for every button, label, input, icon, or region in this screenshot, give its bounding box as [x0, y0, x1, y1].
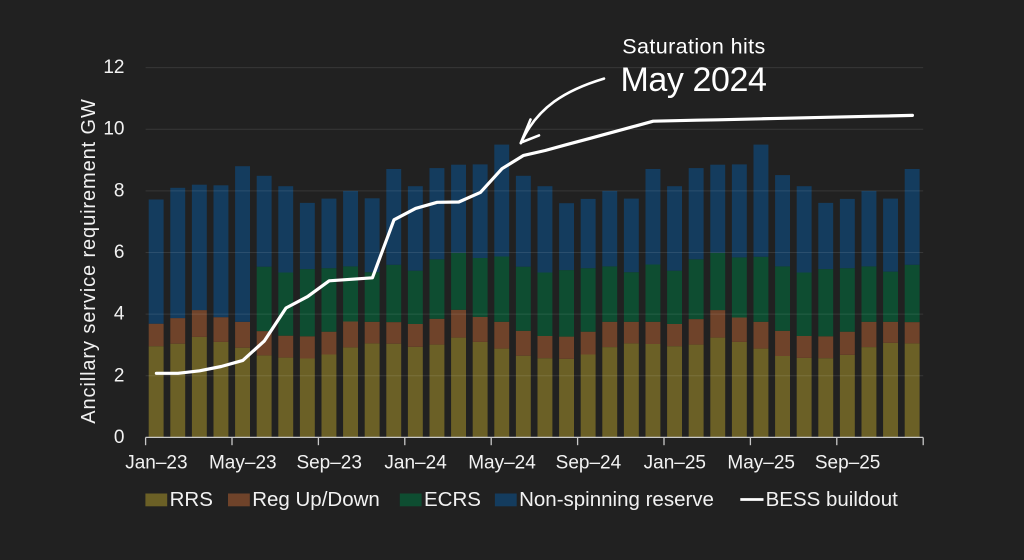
svg-text:BESS buildout: BESS buildout — [766, 488, 899, 511]
svg-text:Jan–25: Jan–25 — [644, 453, 706, 474]
svg-text:ECRS: ECRS — [424, 488, 481, 511]
svg-text:May–23: May–23 — [209, 453, 277, 474]
svg-text:Sep–24: Sep–24 — [556, 453, 622, 474]
svg-text:8: 8 — [114, 180, 125, 201]
svg-text:Jan–23: Jan–23 — [125, 453, 187, 474]
svg-text:May–25: May–25 — [727, 453, 795, 474]
svg-text:Non-spinning reserve: Non-spinning reserve — [519, 488, 714, 511]
svg-text:Reg Up/Down: Reg Up/Down — [252, 488, 380, 511]
svg-text:Jan–24: Jan–24 — [384, 453, 447, 474]
svg-text:Saturation hits: Saturation hits — [622, 35, 765, 59]
svg-text:May 2024: May 2024 — [620, 61, 766, 99]
svg-text:RRS: RRS — [170, 488, 213, 511]
svg-text:2: 2 — [114, 365, 125, 386]
svg-text:12: 12 — [103, 57, 124, 78]
svg-text:10: 10 — [103, 119, 124, 140]
svg-text:May–24: May–24 — [468, 453, 536, 474]
svg-text:Ancillary service requirement: Ancillary service requirement GW — [78, 98, 100, 424]
svg-text:0: 0 — [114, 427, 125, 448]
svg-text:6: 6 — [114, 242, 125, 263]
svg-text:Sep–25: Sep–25 — [815, 453, 881, 474]
svg-text:4: 4 — [114, 304, 125, 325]
svg-text:Sep–23: Sep–23 — [296, 453, 362, 474]
